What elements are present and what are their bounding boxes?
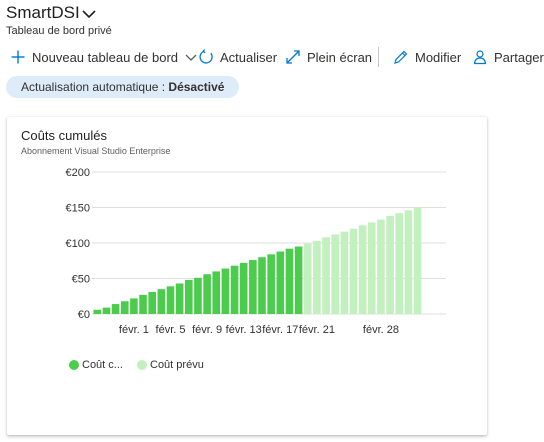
y-tick-label: €0 xyxy=(78,309,90,321)
edit-label: Modifier xyxy=(415,49,462,65)
bar-actual-cost xyxy=(166,286,175,314)
plus-icon xyxy=(11,50,25,64)
bar-actual-cost xyxy=(239,262,248,314)
bar-actual-cost xyxy=(212,271,221,314)
fullscreen-button[interactable]: Plein écran xyxy=(285,46,372,68)
bar-actual-cost xyxy=(102,307,111,314)
refresh-button[interactable]: Actualiser xyxy=(198,46,277,68)
expand-icon xyxy=(286,50,300,64)
bar-forecast-cost xyxy=(368,222,376,314)
legend-label-actual: Coût c... xyxy=(82,359,123,371)
bar-actual-cost xyxy=(285,248,294,314)
bar-actual-cost xyxy=(203,274,211,314)
bar-forecast-cost xyxy=(322,237,330,314)
bar-forecast-cost xyxy=(331,234,339,314)
legend-label-forecast: Coût prévu xyxy=(150,359,204,371)
y-tick-label: €200 xyxy=(66,167,90,179)
x-tick-label: févr. 13 xyxy=(226,324,262,336)
bar-actual-cost xyxy=(185,279,193,314)
bar-actual-cost xyxy=(267,254,275,314)
auto-refresh-label: Actualisation automatique : xyxy=(21,80,169,94)
auto-refresh-pill[interactable]: Actualisation automatique : Désactivé xyxy=(6,76,240,98)
fullscreen-label: Plein écran xyxy=(307,49,373,65)
x-tick-label: févr. 21 xyxy=(299,324,335,336)
bar-actual-cost xyxy=(148,291,156,314)
share-button[interactable]: Partager xyxy=(472,46,544,68)
x-tick-label: févr. 28 xyxy=(363,324,399,336)
bar-actual-cost xyxy=(294,246,303,314)
bar-actual-cost xyxy=(249,260,257,314)
bar-actual-cost xyxy=(111,304,120,314)
share-icon xyxy=(473,50,487,65)
bar-actual-cost xyxy=(157,289,166,314)
bar-actual-cost xyxy=(139,294,147,314)
cost-tile[interactable]: Coûts cumulés Abonnement Visual Studio E… xyxy=(7,117,487,435)
dashboard-title: SmartDSI xyxy=(6,3,80,22)
bar-forecast-cost xyxy=(413,207,422,314)
x-tick-label: févr. 17 xyxy=(262,324,298,336)
x-tick-label: févr. 5 xyxy=(156,324,186,336)
y-tick-label: €100 xyxy=(66,238,90,250)
cost-chart: €0 €50 €100 €150 €200 févr. 1 févr. 5 févr. 9 fé… xyxy=(66,167,446,336)
bar-actual-cost xyxy=(194,277,202,314)
tile-subtitle: Abonnement Visual Studio Enterprise xyxy=(21,146,171,156)
new-dashboard-label: Nouveau tableau de bord xyxy=(32,49,179,65)
bar-actual-cost xyxy=(93,309,102,314)
refresh-icon xyxy=(199,49,213,64)
legend-item-actual[interactable]: Coût c... xyxy=(69,357,123,373)
bar-actual-cost xyxy=(221,268,230,314)
share-label: Partager xyxy=(494,49,544,65)
edit-button[interactable]: Modifier xyxy=(393,46,461,68)
chevron-down-icon[interactable] xyxy=(80,5,98,23)
pencil-icon xyxy=(394,50,408,64)
legend-item-forecast[interactable]: Coût prévu xyxy=(137,357,204,373)
bar-forecast-cost xyxy=(404,210,413,314)
x-tick-label: févr. 9 xyxy=(192,324,222,336)
bar-forecast-cost xyxy=(340,231,349,314)
y-tick-label: €50 xyxy=(72,274,90,286)
x-tick-label: févr. 1 xyxy=(119,324,149,336)
bar-forecast-cost xyxy=(349,228,358,314)
legend-dot-forecast xyxy=(137,360,147,370)
refresh-label: Actualiser xyxy=(220,49,278,65)
bar-actual-cost xyxy=(130,298,138,314)
tile-title: Coûts cumulés xyxy=(21,128,107,143)
bar-actual-cost xyxy=(258,257,266,314)
bar-actual-cost xyxy=(120,301,129,314)
bar-actual-cost xyxy=(276,251,285,314)
bar-actual-cost xyxy=(230,265,239,314)
bar-forecast-cost xyxy=(386,216,394,314)
toolbar-divider xyxy=(378,47,379,67)
legend-dot-actual xyxy=(69,360,79,370)
bar-actual-cost xyxy=(175,283,184,314)
bar-forecast-cost xyxy=(395,213,404,314)
auto-refresh-value: Désactivé xyxy=(168,80,225,94)
dashboard-subtitle: Tableau de bord privé xyxy=(6,25,112,37)
bar-forecast-cost xyxy=(313,240,321,314)
bar-forecast-cost xyxy=(303,243,312,314)
bar-forecast-cost xyxy=(377,219,385,314)
bar-forecast-cost xyxy=(358,225,367,314)
chevron-down-icon xyxy=(185,54,197,61)
y-tick-label: €150 xyxy=(66,203,90,215)
new-dashboard-button[interactable]: Nouveau tableau de bord xyxy=(10,46,198,68)
